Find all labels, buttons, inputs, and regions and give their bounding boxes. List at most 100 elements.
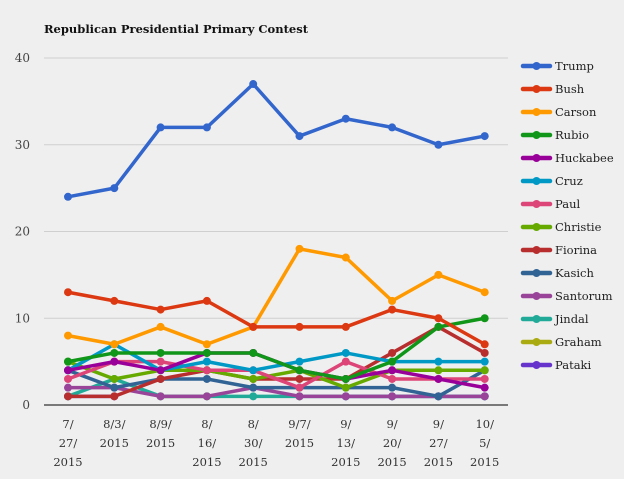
data-point-carson[interactable] xyxy=(341,253,350,262)
data-point-trump[interactable] xyxy=(480,132,489,141)
data-point-rubio[interactable] xyxy=(341,374,350,383)
data-point-bush[interactable] xyxy=(249,322,258,331)
legend-item-pataki[interactable]: Pataki xyxy=(520,358,592,372)
legend-item-huckabee[interactable]: Huckabee xyxy=(520,151,614,165)
data-point-bush[interactable] xyxy=(110,296,119,305)
data-point-fiorina[interactable] xyxy=(295,374,304,383)
series-line-christie xyxy=(66,359,487,390)
data-point-huckabee[interactable] xyxy=(480,383,489,392)
data-point-rubio[interactable] xyxy=(388,357,397,366)
data-point-paul[interactable] xyxy=(341,357,350,366)
data-point-cruz[interactable] xyxy=(202,357,211,366)
legend-item-jindal[interactable]: Jindal xyxy=(520,312,589,326)
legend-item-kasich[interactable]: Kasich xyxy=(520,266,594,280)
data-point-carson[interactable] xyxy=(480,288,489,297)
data-point-trump[interactable] xyxy=(64,192,72,201)
legend-item-rubio[interactable]: Rubio xyxy=(520,128,589,142)
data-point-cruz[interactable] xyxy=(341,348,350,357)
legend-item-christie[interactable]: Christie xyxy=(520,220,602,234)
data-point-paul[interactable] xyxy=(388,374,397,383)
data-point-jindal[interactable] xyxy=(249,392,258,401)
data-point-kasich[interactable] xyxy=(249,383,258,392)
data-point-huckabee[interactable] xyxy=(64,366,72,375)
data-point-santorum[interactable] xyxy=(202,392,211,401)
data-point-christie[interactable] xyxy=(110,374,119,383)
data-point-kasich[interactable] xyxy=(202,374,211,383)
data-point-christie[interactable] xyxy=(480,366,489,375)
data-point-fiorina[interactable] xyxy=(64,392,72,401)
legend-item-trump[interactable]: Trump xyxy=(520,59,594,73)
data-point-bush[interactable] xyxy=(295,322,304,331)
data-point-fiorina[interactable] xyxy=(156,374,165,383)
data-point-paul[interactable] xyxy=(295,383,304,392)
data-point-rubio[interactable] xyxy=(434,322,443,331)
data-point-rubio[interactable] xyxy=(202,348,211,357)
data-point-trump[interactable] xyxy=(249,80,258,89)
data-point-rubio[interactable] xyxy=(156,348,165,357)
data-point-christie[interactable] xyxy=(341,383,350,392)
legend-item-cruz[interactable]: Cruz xyxy=(520,174,583,188)
data-point-kasich[interactable] xyxy=(110,383,119,392)
data-point-cruz[interactable] xyxy=(480,357,489,366)
data-point-cruz[interactable] xyxy=(295,357,304,366)
data-point-bush[interactable] xyxy=(341,322,350,331)
legend-item-bush[interactable]: Bush xyxy=(520,82,585,96)
data-point-rubio[interactable] xyxy=(480,314,489,323)
legend-item-carson[interactable]: Carson xyxy=(520,105,597,119)
data-point-kasich[interactable] xyxy=(388,383,397,392)
data-point-trump[interactable] xyxy=(110,184,119,193)
data-point-carson[interactable] xyxy=(388,296,397,305)
data-point-rubio[interactable] xyxy=(249,348,258,357)
legend-item-graham[interactable]: Graham xyxy=(520,335,602,349)
data-point-bush[interactable] xyxy=(156,305,165,314)
data-point-kasich[interactable] xyxy=(434,392,443,401)
data-point-carson[interactable] xyxy=(110,340,119,349)
series-bush xyxy=(64,288,489,349)
data-point-trump[interactable] xyxy=(202,123,211,132)
data-point-paul[interactable] xyxy=(202,366,211,375)
data-point-carson[interactable] xyxy=(434,270,443,279)
data-point-bush[interactable] xyxy=(434,314,443,323)
data-point-huckabee[interactable] xyxy=(434,374,443,383)
data-point-trump[interactable] xyxy=(388,123,397,132)
data-point-trump[interactable] xyxy=(156,123,165,132)
data-point-bush[interactable] xyxy=(202,296,211,305)
legend-item-fiorina[interactable]: Fiorina xyxy=(520,243,597,257)
data-point-rubio[interactable] xyxy=(64,357,72,366)
legend-label: Rubio xyxy=(555,128,589,142)
data-point-trump[interactable] xyxy=(434,140,443,149)
x-tick-label: 8/30/2015 xyxy=(239,417,268,469)
data-point-carson[interactable] xyxy=(64,331,72,340)
data-point-huckabee[interactable] xyxy=(156,366,165,375)
data-point-trump[interactable] xyxy=(295,132,304,141)
data-point-huckabee[interactable] xyxy=(388,366,397,375)
data-point-huckabee[interactable] xyxy=(110,357,119,366)
data-point-christie[interactable] xyxy=(249,374,258,383)
data-point-santorum[interactable] xyxy=(64,383,72,392)
data-point-bush[interactable] xyxy=(388,305,397,314)
data-point-rubio[interactable] xyxy=(295,366,304,375)
data-point-santorum[interactable] xyxy=(341,392,350,401)
data-point-carson[interactable] xyxy=(202,340,211,349)
data-point-santorum[interactable] xyxy=(480,392,489,401)
data-point-santorum[interactable] xyxy=(156,392,165,401)
data-point-santorum[interactable] xyxy=(388,392,397,401)
data-point-cruz[interactable] xyxy=(434,357,443,366)
data-point-trump[interactable] xyxy=(341,114,350,123)
legend-item-santorum[interactable]: Santorum xyxy=(520,289,613,303)
data-point-paul[interactable] xyxy=(480,374,489,383)
data-point-paul[interactable] xyxy=(156,357,165,366)
data-point-fiorina[interactable] xyxy=(110,392,119,401)
data-point-bush[interactable] xyxy=(64,288,72,297)
data-point-cruz[interactable] xyxy=(249,366,258,375)
data-point-carson[interactable] xyxy=(156,322,165,331)
data-point-paul[interactable] xyxy=(64,374,72,383)
data-point-carson[interactable] xyxy=(295,244,304,253)
data-point-rubio[interactable] xyxy=(110,348,119,357)
data-point-fiorina[interactable] xyxy=(480,348,489,357)
legend-item-paul[interactable]: Paul xyxy=(520,197,580,211)
data-point-fiorina[interactable] xyxy=(388,348,397,357)
data-point-santorum[interactable] xyxy=(295,392,304,401)
data-point-christie[interactable] xyxy=(434,366,443,375)
data-point-bush[interactable] xyxy=(480,340,489,349)
